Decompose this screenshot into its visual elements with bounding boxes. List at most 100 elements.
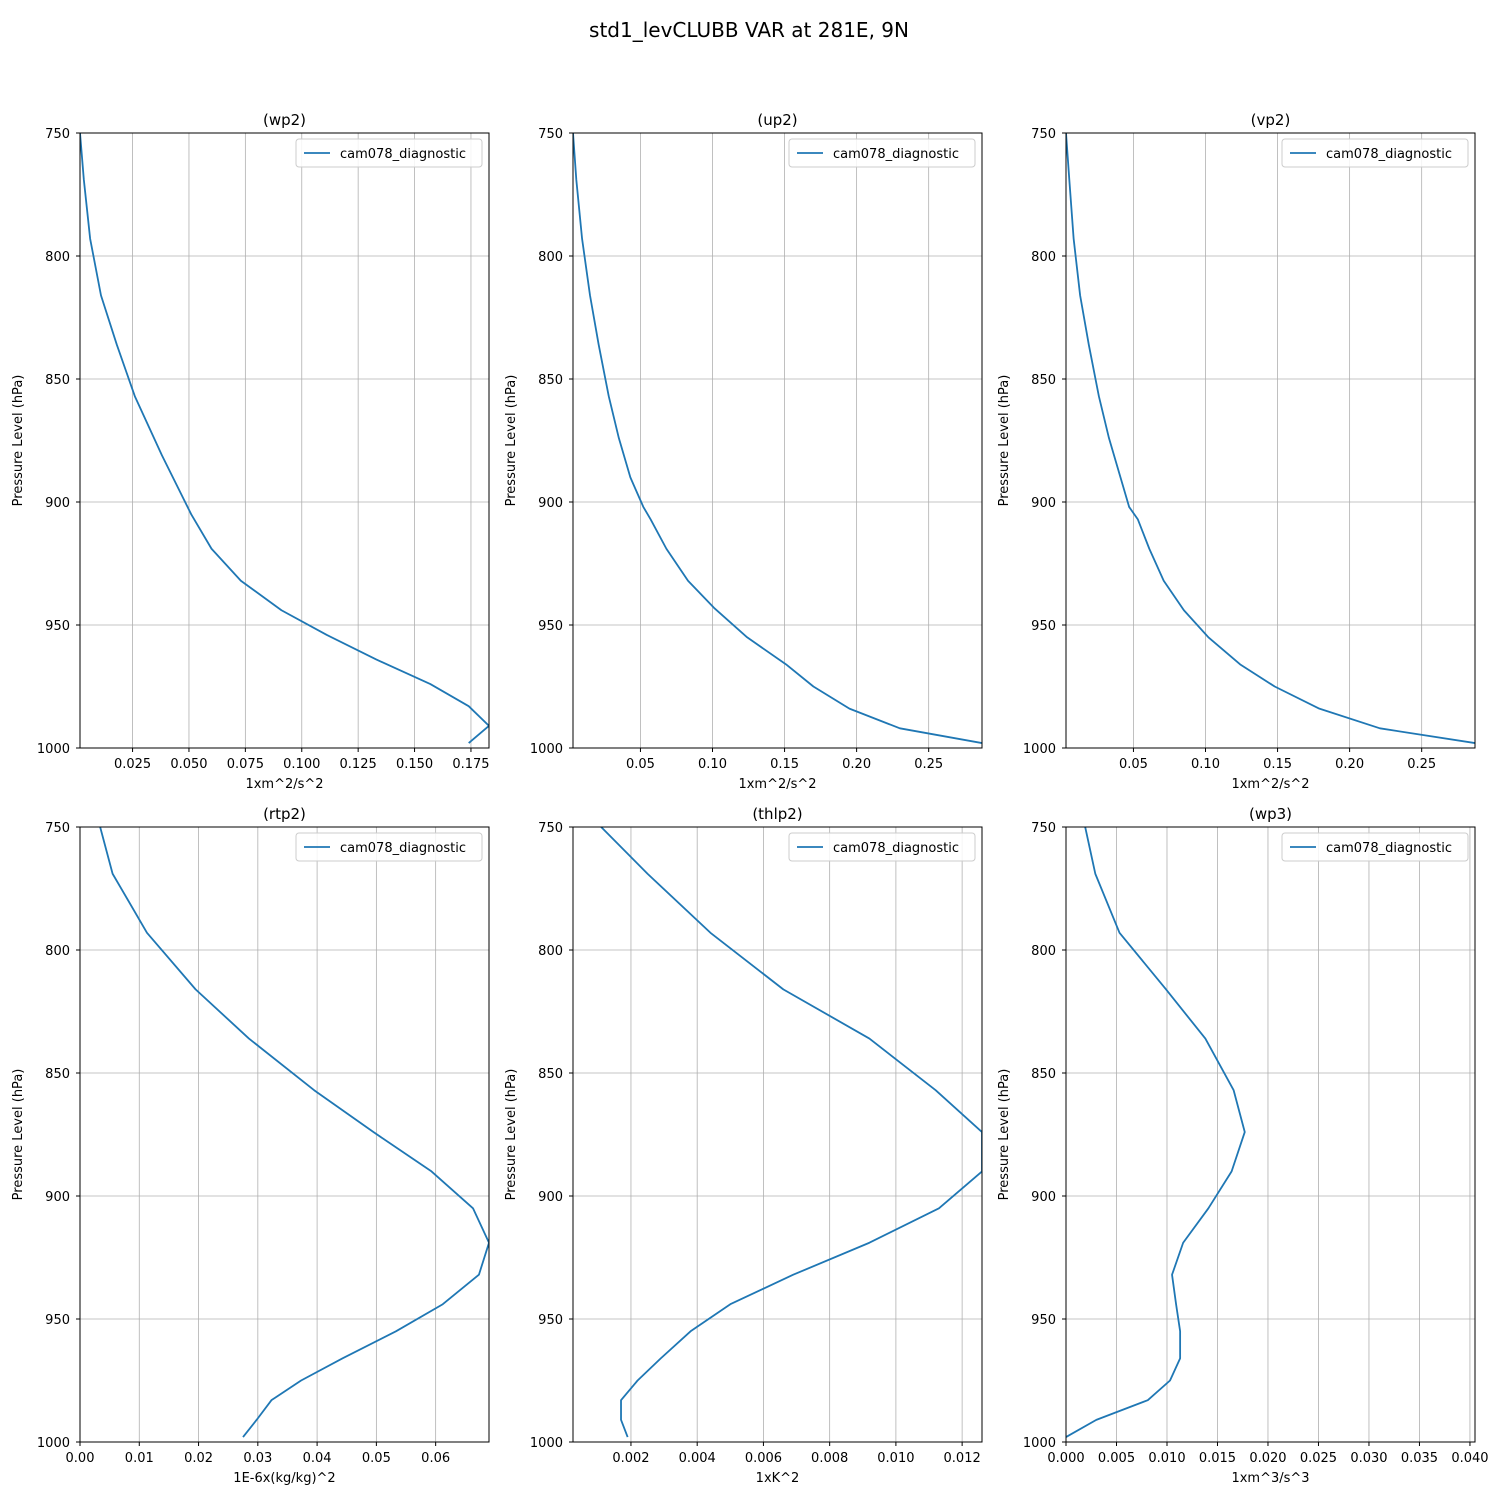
legend-box bbox=[1281, 138, 1469, 168]
legend-box bbox=[295, 832, 483, 862]
x-tick-label: 0.008 bbox=[811, 1451, 848, 1466]
y-tick-label: 750 bbox=[1031, 127, 1056, 142]
y-axis-label: Pressure Level (hPa) bbox=[11, 375, 26, 507]
y-tick-label: 850 bbox=[1031, 1067, 1056, 1082]
x-tick-label: 0.03 bbox=[243, 1451, 272, 1466]
y-tick-label: 1000 bbox=[1023, 1436, 1056, 1451]
x-tick-label: 0.040 bbox=[1451, 1451, 1488, 1466]
legend-box bbox=[788, 832, 976, 862]
subplot-6: 0.000 0.005 0.010 0.015 0.020 0.025 0.030 0.035… bbox=[997, 805, 1489, 1486]
x-tick-label: 0.05 bbox=[626, 757, 655, 772]
y-tick-label: 900 bbox=[1031, 1190, 1056, 1205]
y-tick-label: 900 bbox=[45, 1190, 70, 1205]
legend: cam078_diagnostic bbox=[1281, 832, 1469, 862]
y-tick-label: 950 bbox=[1031, 1313, 1056, 1328]
x-tick-label: 0.030 bbox=[1350, 1451, 1387, 1466]
x-tick-label: 0.02 bbox=[184, 1451, 213, 1466]
subplot-4: 0.00 0.01 0.02 0.03 0.04 0.05 0.06 750 800 850 900… bbox=[11, 805, 490, 1486]
figure-suptitle: std1_levCLUBB VAR at 281E, 9N bbox=[589, 18, 909, 42]
plot-area bbox=[80, 827, 489, 1442]
axes-frame bbox=[79, 826, 490, 1443]
y-tick-label: 800 bbox=[1031, 250, 1056, 265]
y-tick-label: 900 bbox=[538, 496, 563, 511]
subplot-2: 0.05 0.10 0.15 0.20 0.25 750 800 850 900 950 1000 (… bbox=[504, 111, 983, 792]
x-tick-label: 0.050 bbox=[170, 757, 207, 772]
x-tick-label: 0.075 bbox=[227, 757, 264, 772]
axes-frame bbox=[1065, 826, 1476, 1443]
subplot-title: (vp2) bbox=[1251, 111, 1291, 129]
x-tick-label: 0.01 bbox=[125, 1451, 154, 1466]
x-tick-label: 0.05 bbox=[1119, 757, 1148, 772]
x-tick-label: 0.10 bbox=[698, 757, 727, 772]
plot-area bbox=[1066, 133, 1475, 748]
y-tick-label: 750 bbox=[538, 127, 563, 142]
y-axis-label: Pressure Level (hPa) bbox=[997, 1069, 1012, 1201]
x-tick-label: 0.25 bbox=[1407, 757, 1436, 772]
y-axis-label: Pressure Level (hPa) bbox=[11, 1069, 26, 1201]
y-tick-label: 900 bbox=[45, 496, 70, 511]
y-tick-label: 800 bbox=[538, 250, 563, 265]
x-tick-label: 0.015 bbox=[1199, 1451, 1236, 1466]
x-tick-label: 0.15 bbox=[770, 757, 799, 772]
x-tick-label: 0.010 bbox=[877, 1451, 914, 1466]
y-tick-label: 850 bbox=[45, 373, 70, 388]
x-tick-label: 0.100 bbox=[283, 757, 320, 772]
series-line-1 bbox=[573, 133, 982, 744]
subplot-title: (rtp2) bbox=[263, 805, 306, 823]
legend-entry: cam078_diagnostic bbox=[340, 147, 466, 162]
x-tick-label: 0.20 bbox=[1335, 757, 1364, 772]
x-tick-label: 0.000 bbox=[1047, 1451, 1084, 1466]
subplot-title: (wp3) bbox=[1249, 805, 1292, 823]
x-tick-label: 0.004 bbox=[679, 1451, 716, 1466]
plot-area bbox=[573, 133, 982, 748]
subplot-title: (wp2) bbox=[263, 111, 306, 129]
plot-area bbox=[573, 827, 982, 1442]
series-line-1 bbox=[99, 827, 489, 1438]
y-axis-label: Pressure Level (hPa) bbox=[504, 1069, 519, 1201]
subplot-3: 0.05 0.10 0.15 0.20 0.25 750 800 850 900 950 1000 (… bbox=[997, 111, 1476, 792]
x-tick-label: 0.020 bbox=[1249, 1451, 1286, 1466]
x-tick-label: 0.00 bbox=[66, 1451, 95, 1466]
y-tick-label: 800 bbox=[45, 944, 70, 959]
legend-entry: cam078_diagnostic bbox=[1326, 841, 1452, 856]
y-tick-label: 750 bbox=[1031, 821, 1056, 836]
legend-box bbox=[1281, 832, 1469, 862]
y-tick-label: 1000 bbox=[37, 742, 70, 757]
y-tick-label: 1000 bbox=[1023, 742, 1056, 757]
plot-area bbox=[80, 133, 489, 748]
axes-frame bbox=[572, 132, 983, 749]
y-tick-label: 950 bbox=[45, 619, 70, 634]
legend-box bbox=[295, 138, 483, 168]
legend: cam078_diagnostic bbox=[295, 832, 483, 862]
y-tick-label: 1000 bbox=[530, 742, 563, 757]
y-tick-label: 800 bbox=[45, 250, 70, 265]
axes-frame bbox=[1065, 132, 1476, 749]
x-tick-label: 0.06 bbox=[421, 1451, 450, 1466]
y-tick-label: 750 bbox=[45, 127, 70, 142]
y-tick-label: 800 bbox=[538, 944, 563, 959]
x-tick-label: 0.175 bbox=[452, 757, 489, 772]
axes-frame bbox=[79, 132, 490, 749]
y-tick-label: 850 bbox=[1031, 373, 1056, 388]
y-tick-label: 800 bbox=[1031, 944, 1056, 959]
y-tick-label: 1000 bbox=[530, 1436, 563, 1451]
x-tick-label: 0.15 bbox=[1263, 757, 1292, 772]
axes-frame bbox=[572, 826, 983, 1443]
legend-entry: cam078_diagnostic bbox=[833, 147, 959, 162]
y-tick-label: 950 bbox=[1031, 619, 1056, 634]
x-tick-label: 0.012 bbox=[944, 1451, 981, 1466]
plot-area bbox=[1066, 827, 1475, 1442]
x-tick-label: 0.25 bbox=[914, 757, 943, 772]
x-axis-label: 1xm^2/s^2 bbox=[245, 777, 323, 792]
y-axis-label: Pressure Level (hPa) bbox=[997, 375, 1012, 507]
legend: cam078_diagnostic bbox=[788, 832, 976, 862]
y-tick-label: 850 bbox=[538, 373, 563, 388]
y-tick-label: 850 bbox=[45, 1067, 70, 1082]
legend: cam078_diagnostic bbox=[788, 138, 976, 168]
y-axis-label: Pressure Level (hPa) bbox=[504, 375, 519, 507]
y-tick-label: 850 bbox=[538, 1067, 563, 1082]
y-tick-label: 750 bbox=[538, 821, 563, 836]
x-axis-label: 1xm^2/s^2 bbox=[1231, 777, 1309, 792]
x-tick-label: 0.04 bbox=[303, 1451, 332, 1466]
